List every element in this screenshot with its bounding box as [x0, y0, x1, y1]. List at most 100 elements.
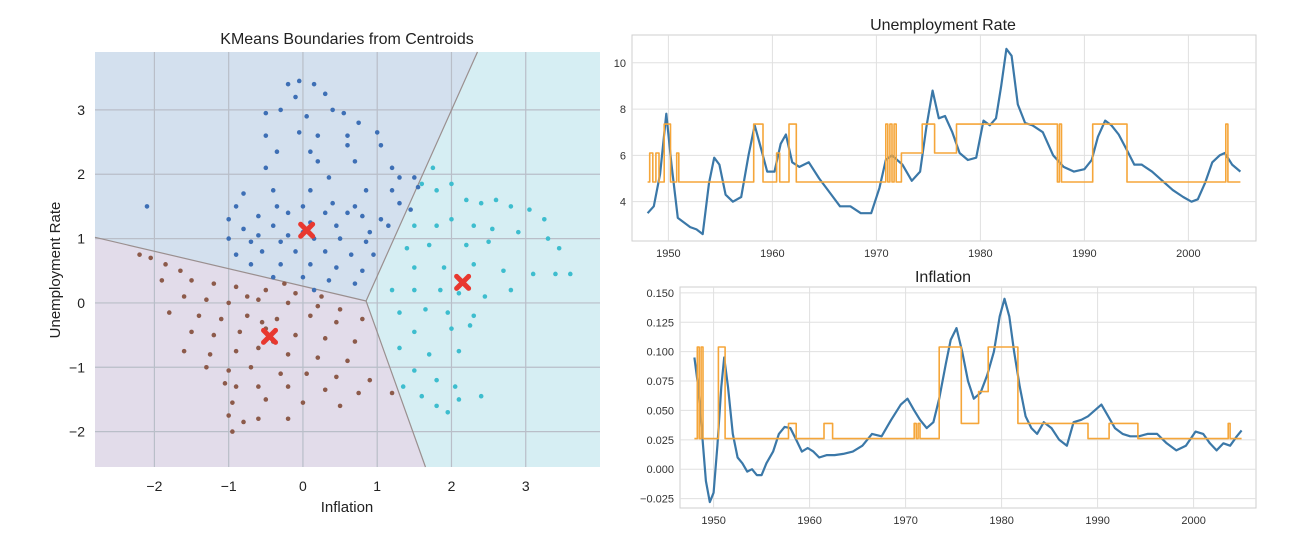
series-lines	[693, 297, 1243, 504]
y-tick-label: 1	[77, 231, 85, 247]
x-tick-label: 2000	[1181, 515, 1205, 527]
centroid-marker	[261, 327, 279, 345]
axis-ticks: 1950 1960 1970 1980 1990 2000 4 6 8 10	[614, 58, 1201, 260]
point-cluster-1	[285, 210, 291, 216]
point-cluster-1	[226, 216, 231, 222]
boundary-line	[365, 300, 427, 468]
point-cluster-1	[285, 233, 291, 238]
point-cluster-2	[319, 294, 324, 299]
point-cluster-2	[137, 252, 142, 257]
point-cluster-3	[527, 207, 532, 212]
point-cluster-1	[374, 130, 380, 135]
x-tick-label: 1	[373, 478, 381, 494]
x-tick-label: 3	[522, 478, 530, 494]
point-cluster-1	[263, 165, 269, 171]
x-tick-label: 1990	[1085, 515, 1109, 527]
point-cluster-2	[304, 371, 309, 377]
point-cluster-1	[345, 142, 350, 148]
point-cluster-1	[334, 265, 339, 270]
chart-title: Unemployment Rate	[870, 17, 1016, 34]
point-cluster-3	[482, 294, 488, 299]
point-cluster-1	[363, 188, 369, 193]
point-cluster-1	[378, 142, 384, 148]
x-tick-label: 1960	[797, 515, 821, 527]
point-cluster-3	[464, 197, 469, 203]
point-cluster-2	[278, 371, 283, 377]
point-cluster-2	[367, 377, 373, 383]
y-tick-label: 0.075	[646, 376, 674, 388]
point-cluster-1	[315, 159, 321, 164]
point-cluster-1	[308, 149, 313, 155]
boundary-line	[365, 51, 479, 302]
point-cluster-3	[508, 204, 514, 209]
point-cluster-3	[423, 307, 428, 312]
point-cluster-2	[163, 262, 168, 267]
point-cluster-2	[285, 416, 291, 422]
point-cluster-1	[293, 249, 298, 254]
point-cluster-3	[567, 271, 573, 277]
point-cluster-1	[345, 133, 350, 138]
point-cluster-2	[207, 352, 213, 357]
grid	[631, 34, 1257, 242]
point-cluster-2	[352, 339, 358, 344]
point-cluster-3	[456, 290, 462, 296]
point-cluster-1	[389, 188, 395, 193]
point-cluster-1	[397, 200, 402, 206]
point-cluster-3	[452, 384, 458, 389]
point-cluster-3	[400, 384, 406, 389]
point-cluster-1	[356, 120, 361, 126]
inflation-panel: 1950 1960 1970 1980 1990 2000 −0.025 0.000 0.025…	[640, 269, 1257, 527]
series-line-2	[647, 123, 1241, 183]
point-cluster-2	[244, 294, 250, 299]
point-cluster-1	[378, 216, 384, 222]
point-cluster-2	[230, 429, 235, 434]
point-cluster-1	[337, 236, 343, 241]
centroid-marker	[454, 273, 472, 291]
point-cluster-1	[263, 133, 269, 138]
point-cluster-1	[415, 184, 421, 190]
point-cluster-3	[434, 377, 439, 383]
point-cluster-3	[456, 397, 462, 402]
y-tick-label: 0.125	[646, 317, 674, 329]
point-cluster-2	[241, 419, 246, 425]
point-cluster-2	[248, 364, 254, 370]
point-cluster-2	[356, 390, 361, 396]
point-cluster-3	[449, 181, 454, 187]
axis-ticks: −2 −1 0 1 2 3 −2 −1 0 1 2 3	[69, 102, 530, 494]
cluster-region-2	[95, 237, 426, 467]
point-cluster-2	[204, 364, 209, 370]
point-cluster-3	[430, 165, 436, 171]
x-tick-label: 2000	[1176, 248, 1200, 260]
decision-regions	[95, 52, 600, 467]
plot-area	[679, 286, 1257, 509]
y-tick-label: 10	[614, 58, 626, 70]
point-cluster-1	[304, 114, 309, 119]
centroids	[261, 221, 472, 345]
point-cluster-1	[308, 262, 313, 267]
point-cluster-2	[345, 358, 350, 364]
x-tick-label: 1970	[893, 515, 917, 527]
point-cluster-3	[434, 223, 439, 229]
y-tick-label: 0.050	[646, 405, 674, 417]
point-cluster-3	[556, 245, 562, 251]
point-cluster-2	[360, 316, 365, 322]
point-cluster-2	[285, 300, 291, 306]
y-tick-label: −1	[69, 359, 85, 375]
point-cluster-1	[296, 78, 302, 84]
x-tick-label: 0	[299, 478, 307, 494]
point-cluster-3	[389, 287, 395, 293]
point-cluster-1	[367, 229, 373, 235]
y-tick-label: 6	[620, 150, 626, 162]
point-cluster-3	[449, 326, 454, 331]
point-cluster-1	[341, 110, 347, 116]
point-cluster-1	[386, 223, 391, 229]
unemployment-panel: 1950 1960 1970 1980 1990 2000 4 6 8 10 Unemployme…	[614, 17, 1257, 260]
point-cluster-3	[419, 393, 425, 399]
y-tick-label: 0.025	[646, 435, 674, 447]
point-cluster-3	[419, 181, 425, 187]
point-cluster-1	[315, 133, 321, 138]
point-cluster-1	[389, 165, 395, 171]
point-cluster-2	[244, 313, 250, 319]
point-cluster-1	[296, 130, 302, 135]
point-cluster-2	[166, 310, 172, 315]
